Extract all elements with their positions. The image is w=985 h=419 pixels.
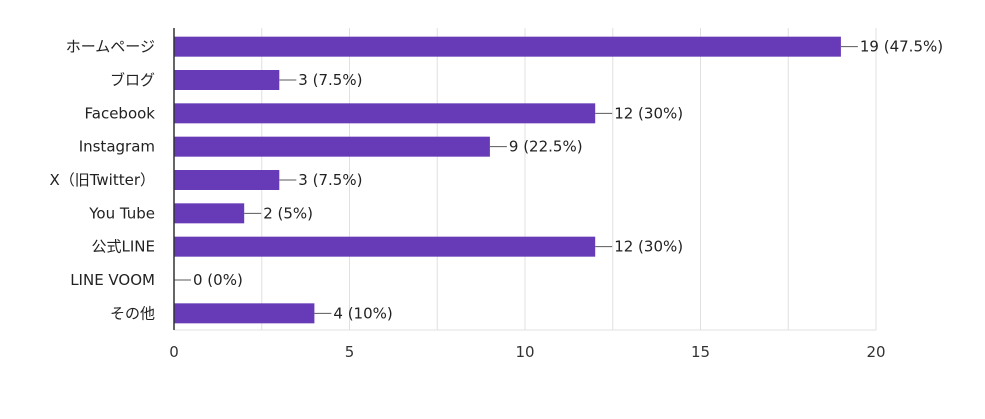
data-label: 12 (30%) — [614, 238, 683, 256]
bar-2 — [174, 103, 596, 124]
bar-4 — [174, 170, 280, 190]
category-label: その他 — [110, 304, 155, 322]
data-label: 4 (10%) — [333, 304, 392, 322]
data-label: 3 (7.5%) — [298, 171, 362, 189]
category-label: 公式LINE — [92, 238, 155, 256]
x-tick-label: 20 — [866, 343, 885, 361]
category-label: You Tube — [88, 204, 155, 222]
bar-6 — [174, 236, 596, 257]
data-label: 3 (7.5%) — [298, 71, 362, 89]
category-label: ホームページ — [66, 38, 155, 56]
category-label: Facebook — [85, 104, 156, 122]
bar-0 — [174, 36, 841, 57]
data-label: 19 (47.5%) — [860, 38, 943, 56]
category-label: LINE VOOM — [70, 271, 155, 289]
category-label: X（旧Twitter） — [49, 171, 155, 189]
bar-1 — [174, 70, 280, 90]
data-label: 0 (0%) — [193, 271, 243, 289]
data-label: 12 (30%) — [614, 104, 683, 122]
data-label: 2 (5%) — [263, 204, 313, 222]
data-label: 9 (22.5%) — [509, 138, 583, 156]
x-tick-label: 5 — [345, 343, 355, 361]
bar-3 — [174, 136, 490, 157]
x-tick-label: 10 — [515, 343, 534, 361]
bar-8 — [174, 303, 315, 324]
category-label: Instagram — [79, 138, 155, 156]
x-tick-label: 15 — [691, 343, 710, 361]
bar-5 — [174, 203, 245, 224]
x-tick-label: 0 — [169, 343, 179, 361]
category-label: ブログ — [110, 71, 155, 89]
